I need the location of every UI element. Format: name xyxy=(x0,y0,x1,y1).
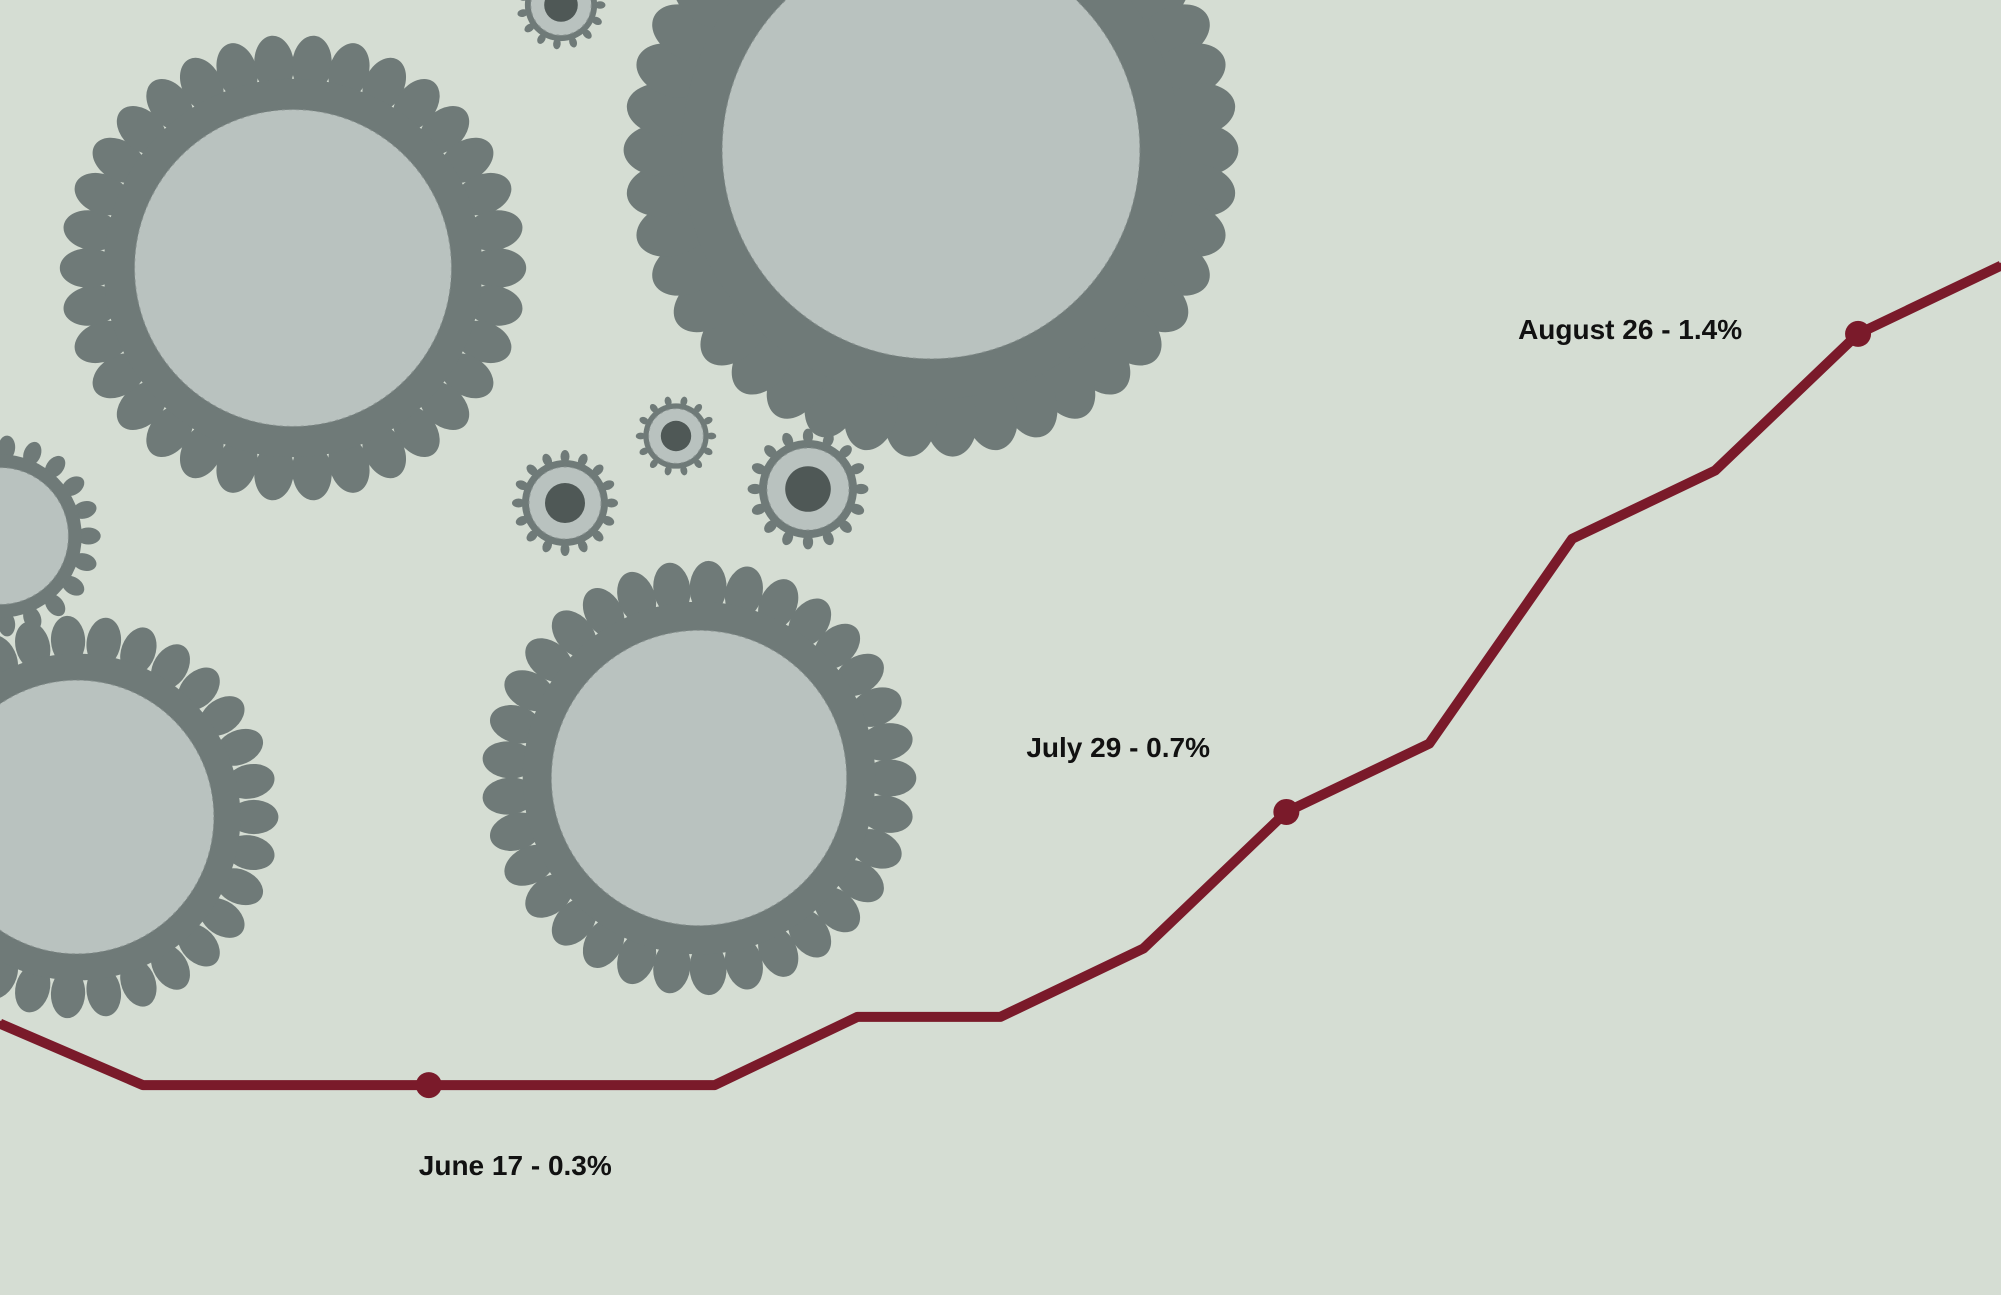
coronavirus-icon xyxy=(512,450,618,556)
data-point xyxy=(711,1082,718,1089)
data-point xyxy=(1569,535,1576,542)
coronavirus-icon xyxy=(59,35,527,501)
annotation-august-26: August 26 - 1.4% xyxy=(1518,313,1743,345)
coronavirus-icon xyxy=(623,0,1239,457)
annotated-marker xyxy=(1273,798,1300,825)
data-point xyxy=(997,1013,1004,1020)
coronavirus-icon xyxy=(517,0,606,50)
coronavirus-icon xyxy=(482,560,917,996)
coronavirus-icon xyxy=(0,615,279,1019)
coronavirus-icon xyxy=(635,396,717,476)
data-point xyxy=(0,1020,3,1027)
annotated-marker xyxy=(415,1072,442,1099)
data-point xyxy=(1998,262,2001,269)
coronavirus-illustrations xyxy=(0,0,1239,1019)
coronavirus-icon xyxy=(0,435,101,637)
data-point xyxy=(1426,740,1433,747)
coronavirus-icon xyxy=(747,428,869,550)
data-point xyxy=(139,1082,146,1089)
annotated-marker xyxy=(1845,320,1872,347)
annotation-june-17: June 17 - 0.3% xyxy=(418,1150,612,1182)
annotation-july-29: July 29 - 0.7% xyxy=(1026,731,1210,763)
data-point xyxy=(854,1013,861,1020)
data-point xyxy=(1140,945,1147,952)
data-point xyxy=(1712,467,1719,474)
plot-area xyxy=(0,261,2001,1099)
